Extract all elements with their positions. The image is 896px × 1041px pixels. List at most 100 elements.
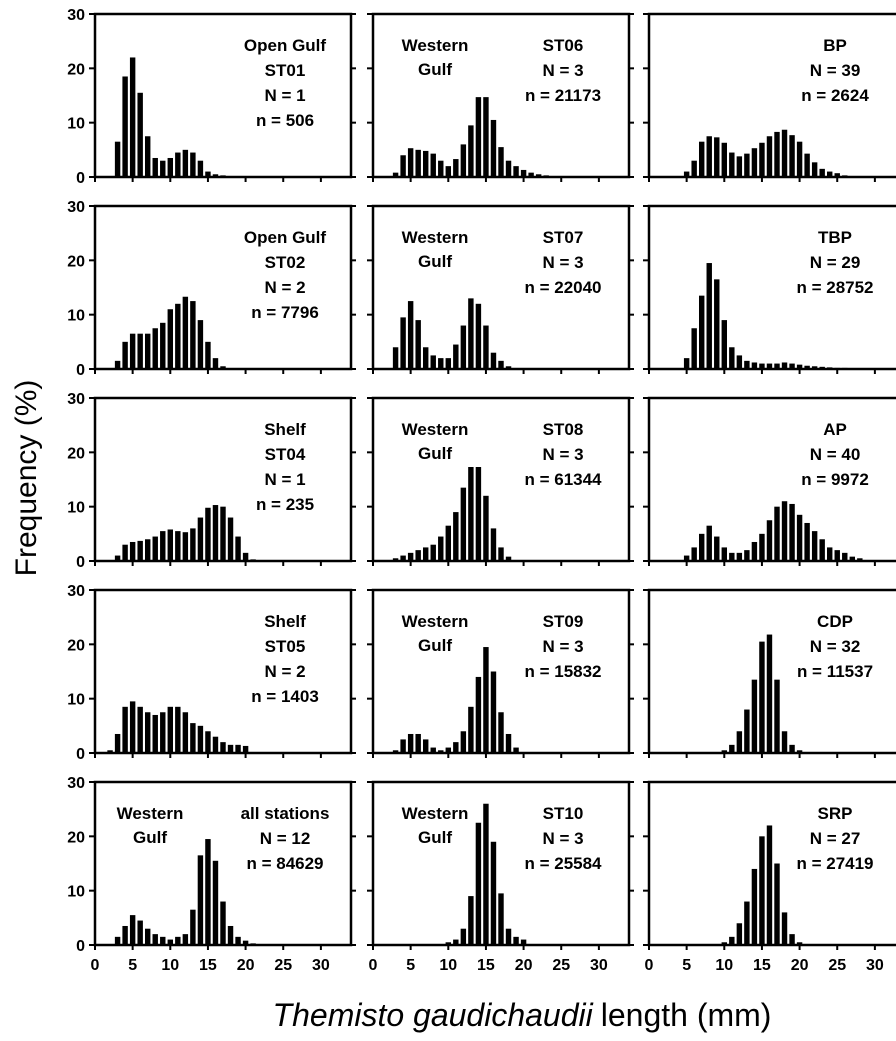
bar: [137, 333, 143, 369]
bar: [729, 347, 735, 369]
x-tick-label: 15: [199, 957, 217, 974]
bar: [683, 555, 690, 561]
panel-label: N = 3: [542, 445, 583, 464]
y-tick-label: 0: [76, 938, 85, 955]
bar: [721, 547, 728, 561]
bar: [475, 303, 482, 369]
region-label: Western: [402, 804, 469, 823]
bar: [129, 333, 136, 369]
bar: [415, 733, 421, 753]
panel-label: ST07: [543, 228, 584, 247]
panel-label: Open Gulf: [244, 228, 327, 247]
bar: [182, 532, 189, 561]
bar: [160, 531, 166, 561]
bar: [212, 174, 219, 177]
panel-frame: [371, 12, 631, 179]
panel-label: ST01: [265, 61, 306, 80]
bar: [167, 309, 174, 369]
bar: [796, 514, 803, 561]
bar: [490, 671, 497, 753]
bar: [468, 706, 474, 753]
bar: [535, 174, 542, 177]
y-tick-label: 20: [67, 829, 85, 846]
bar: [227, 517, 234, 561]
bar: [804, 522, 810, 561]
bar: [114, 936, 121, 945]
bar: [468, 298, 474, 369]
region-label: Gulf: [418, 828, 452, 847]
panel-label: n = 21173: [525, 86, 601, 105]
bar: [212, 358, 219, 369]
bar: [759, 363, 765, 369]
bar: [729, 552, 735, 561]
bar: [137, 92, 143, 177]
bar: [766, 520, 773, 561]
panel-label: CDP: [817, 612, 853, 631]
panel-label: n = 15832: [524, 662, 601, 681]
bar: [197, 855, 204, 945]
panel-label: Shelf: [264, 612, 306, 631]
bar: [400, 555, 406, 561]
region-label: Gulf: [133, 828, 167, 847]
panel-label: n = 61344: [524, 470, 602, 489]
bar: [468, 896, 474, 945]
bar: [182, 296, 189, 369]
bar: [400, 317, 406, 369]
region-label: Western: [117, 804, 184, 823]
panel-label: ST09: [543, 612, 584, 631]
bar: [513, 747, 519, 753]
bar: [197, 725, 204, 753]
bar: [415, 320, 421, 369]
bar: [498, 147, 504, 177]
panel-label: n = 22040: [524, 278, 601, 297]
bar: [736, 355, 743, 369]
panel-label: n = 11537: [797, 662, 873, 681]
x-tick-label: 20: [791, 957, 809, 974]
bar: [114, 141, 121, 177]
bar: [438, 160, 444, 177]
x-tick-label: 15: [753, 957, 771, 974]
bar: [453, 512, 459, 561]
bar: [190, 301, 196, 369]
bar: [759, 142, 765, 177]
bar: [468, 125, 474, 177]
panel-label: ST05: [265, 637, 306, 656]
bar: [490, 119, 497, 177]
bar: [407, 148, 414, 177]
bar: [498, 360, 504, 369]
panel-label: N = 27: [810, 829, 861, 848]
bar: [415, 550, 421, 561]
bar: [774, 363, 780, 369]
bar: [475, 676, 482, 753]
bar: [460, 928, 467, 945]
bar: [751, 679, 758, 753]
panel-label: TBP: [818, 228, 852, 247]
bar: [490, 528, 497, 561]
panel-label: N = 3: [542, 61, 583, 80]
bar: [392, 558, 399, 561]
panel-frame: [647, 780, 896, 947]
bar: [167, 529, 174, 561]
bar: [235, 536, 241, 561]
panel-label: N = 2: [264, 278, 305, 297]
bar: [182, 712, 189, 753]
bar: [242, 552, 249, 561]
x-axis-label: Themisto gaudichaudii length (mm): [273, 997, 772, 1033]
bar: [698, 295, 705, 369]
bar: [430, 544, 436, 561]
y-tick-label: 10: [67, 500, 85, 517]
bar: [513, 936, 519, 945]
bar: [175, 531, 181, 561]
y-tick-label: 30: [67, 199, 85, 216]
x-tick-label: 5: [128, 957, 137, 974]
bar: [751, 362, 758, 369]
x-axis-label-unit: length (mm): [601, 997, 772, 1033]
panel-label: SRP: [818, 804, 853, 823]
bar: [129, 57, 136, 177]
bar: [789, 934, 795, 945]
bar: [220, 901, 226, 945]
panel-label: ST04: [265, 445, 306, 464]
region-label: Western: [402, 36, 469, 55]
panel-frame: [93, 588, 353, 755]
bar: [167, 706, 174, 753]
